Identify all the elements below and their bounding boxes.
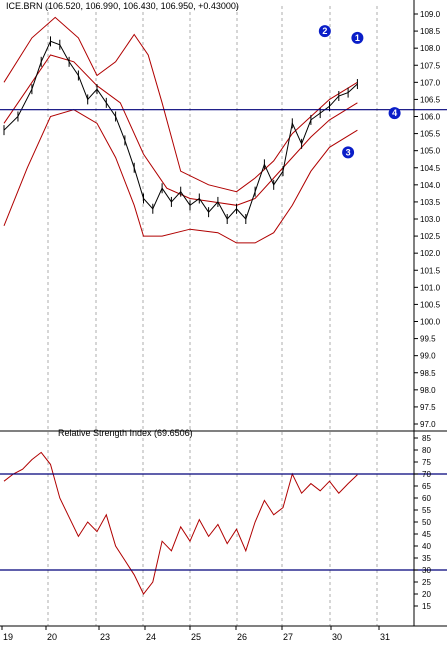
price-ytick-label-8: 105.0 — [420, 147, 441, 156]
price-ytick-label-23: 97.5 — [420, 403, 436, 412]
xtick-label-5: 26 — [237, 632, 247, 642]
rsi-ytick-label-10: 35 — [422, 554, 431, 563]
rsi-ytick-label-13: 20 — [422, 590, 431, 599]
horizontal-lines — [0, 109, 447, 571]
rsi-ytick-label-0: 85 — [422, 434, 431, 443]
marker-label-4: 4 — [392, 108, 397, 118]
price-ytick-label-9: 104.5 — [420, 164, 441, 173]
xtick-label-8: 31 — [380, 632, 390, 642]
price-ytick-label-2: 108.0 — [420, 44, 441, 53]
marker-label-3: 3 — [346, 147, 351, 157]
price-line — [3, 40, 358, 220]
rsi-ytick-label-2: 75 — [422, 458, 431, 467]
marker-badge-2 — [318, 25, 331, 38]
price-ytick-label-18: 100.0 — [420, 318, 441, 327]
rsi-ytick-label-1: 80 — [422, 446, 431, 455]
rsi-ytick-label-9: 40 — [422, 542, 431, 551]
price-ytick-label-12: 103.0 — [420, 215, 441, 224]
rsi-ytick-label-7: 50 — [422, 518, 431, 527]
price-ytick-label-14: 102.0 — [420, 249, 441, 258]
bollinger-middle-line — [3, 54, 358, 206]
price-ytick-label-1: 108.5 — [420, 27, 441, 36]
rsi-ytick-label-14: 15 — [422, 602, 431, 611]
marker-label-2: 2 — [322, 26, 327, 36]
price-ytick-label-19: 99.5 — [420, 335, 436, 344]
price-ytick-label-24: 97.0 — [420, 420, 436, 429]
xtick-label-1: 20 — [47, 632, 57, 642]
price-ytick-label-13: 102.5 — [420, 232, 441, 241]
rsi-ytick-label-11: 30 — [422, 566, 431, 575]
annotation-markers: 1 2 3 4 — [318, 25, 401, 159]
rsi-ytick-label-4: 65 — [422, 482, 431, 491]
bollinger-lower-line — [3, 109, 358, 244]
rsi-line — [3, 451, 358, 595]
price-ytick-label-0: 109.0 — [420, 10, 441, 19]
price-ytick-label-11: 103.5 — [420, 198, 441, 207]
price-ytick-label-21: 98.5 — [420, 369, 436, 378]
price-ytick-label-22: 98.0 — [420, 386, 436, 395]
marker-badge-4 — [388, 107, 401, 120]
price-ytick-label-16: 101.0 — [420, 283, 441, 292]
price-ytick-label-15: 101.5 — [420, 266, 441, 275]
xtick-label-7: 30 — [332, 632, 342, 642]
rsi-ytick-label-5: 60 — [422, 494, 431, 503]
rsi-ytick-label-8: 45 — [422, 530, 431, 539]
price-ytick-label-4: 107.0 — [420, 78, 441, 87]
price-chart-title: ICE.BRN (106.520, 106.990, 106.430, 106.… — [6, 1, 239, 11]
marker-badge-1 — [351, 31, 364, 44]
price-ytick-label-20: 99.0 — [420, 352, 436, 361]
rsi-chart-title: Relative Strength Index (69.6506) — [58, 428, 193, 438]
price-ytick-label-6: 106.0 — [420, 113, 441, 122]
rsi-ytick-label-3: 70 — [422, 470, 431, 479]
price-ytick-label-10: 104.0 — [420, 181, 441, 190]
price-ytick-label-7: 105.5 — [420, 130, 441, 139]
rsi-ytick-label-12: 25 — [422, 578, 431, 587]
xtick-label-2: 23 — [100, 632, 110, 642]
marker-label-1: 1 — [355, 33, 360, 43]
xtick-label-3: 24 — [146, 632, 156, 642]
marker-badge-3 — [342, 146, 355, 159]
price-ytick-label-5: 106.5 — [420, 95, 441, 104]
price-series — [3, 36, 358, 224]
price-ytick-label-3: 107.5 — [420, 61, 441, 70]
xtick-label-0: 19 — [3, 632, 13, 642]
xtick-label-6: 27 — [283, 632, 293, 642]
rsi-ytick-label-6: 55 — [422, 506, 431, 515]
rsi-panel — [3, 451, 358, 595]
xtick-label-4: 25 — [191, 632, 201, 642]
price-ytick-label-17: 100.5 — [420, 300, 441, 309]
